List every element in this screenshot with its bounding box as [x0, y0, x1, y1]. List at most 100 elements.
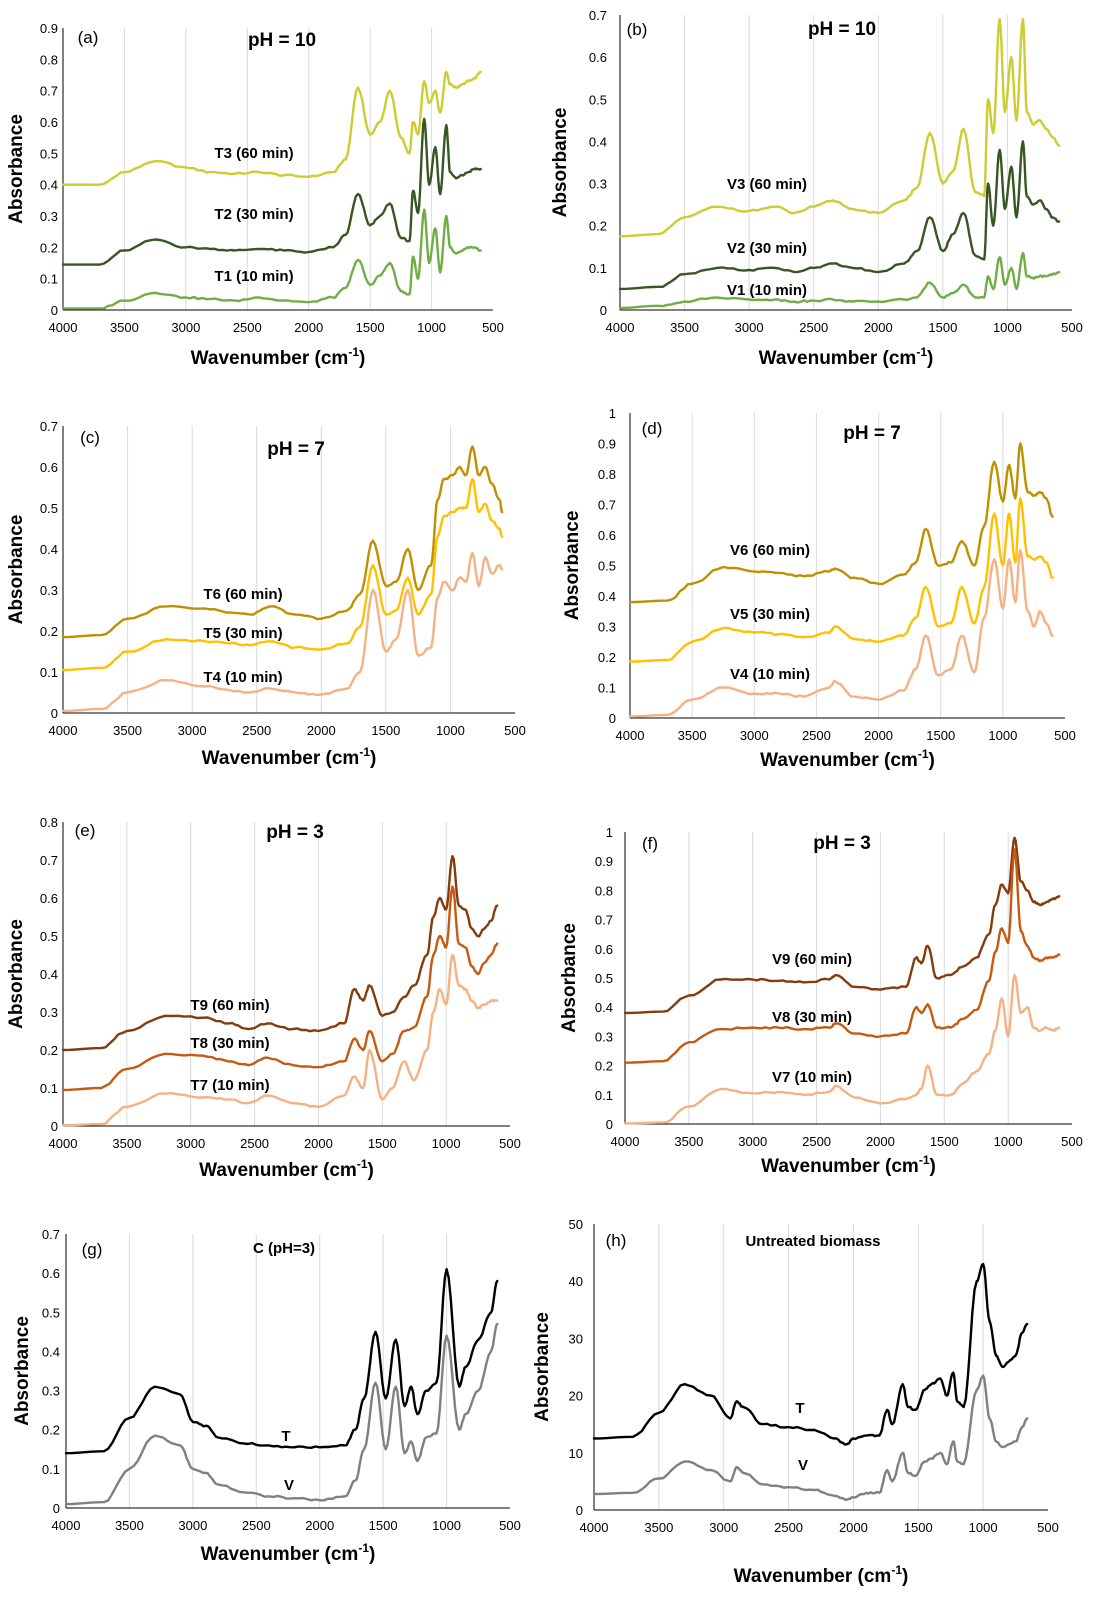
x-axis-label: Wavenumber (cm-1)	[199, 1157, 374, 1181]
y-tick-label: 0.7	[589, 8, 607, 23]
y-tick-label: 0.7	[40, 419, 58, 434]
y-tick-label: 0.7	[40, 84, 58, 99]
panel-title: pH = 10	[808, 19, 876, 40]
y-tick-label: 0.8	[40, 815, 58, 830]
x-axis-label: Wavenumber (cm-1)	[201, 1541, 376, 1565]
x-tick-label: 1500	[926, 728, 955, 743]
series-label: T7 (10 min)	[190, 1077, 269, 1094]
x-tick-label: 3000	[171, 320, 200, 335]
x-tick-label: 2000	[866, 1134, 895, 1149]
y-tick-label: 30	[569, 1331, 583, 1346]
x-tick-label: 3000	[178, 1518, 207, 1533]
panel-letter: (g)	[82, 1240, 103, 1259]
panel-title: Untreated biomass	[745, 1233, 880, 1250]
x-tick-label: 2000	[294, 320, 323, 335]
y-tick-label: 0	[51, 303, 58, 318]
x-tick-label: 1000	[432, 1136, 461, 1151]
y-tick-label: 0.1	[40, 1081, 58, 1096]
series-line-t9	[61, 855, 499, 1052]
y-tick-label: 0.3	[595, 1029, 613, 1044]
x-tick-label: 3000	[738, 1134, 767, 1149]
y-tick-label: 0.4	[40, 542, 58, 557]
y-tick-label: 0.2	[40, 240, 58, 255]
y-tick-label: 0.3	[40, 209, 58, 224]
panel-letter: (f)	[642, 834, 658, 853]
x-tick-label: 2500	[240, 1136, 269, 1151]
y-tick-label: 10	[569, 1446, 583, 1461]
y-tick-label: 0.1	[589, 261, 607, 276]
y-tick-label: 0.6	[598, 528, 616, 543]
y-tick-label: 0.5	[42, 1305, 60, 1320]
chart-panel-e: 4000 3500 3000 2500 2000 1500 1000 500 0 0.1 0.2 0.…	[6, 815, 521, 1181]
x-tick-label: 500	[1061, 320, 1083, 335]
y-tick-label: 0.2	[598, 650, 616, 665]
x-tick-label: 3000	[740, 728, 769, 743]
panel-title: pH = 7	[267, 439, 325, 460]
series-line-v	[64, 1322, 499, 1506]
panel-letter: (d)	[642, 419, 663, 438]
x-tick-label: 3500	[115, 1518, 144, 1533]
y-tick-label: 0.4	[40, 967, 58, 982]
x-axis-label: Wavenumber (cm-1)	[734, 1563, 909, 1587]
y-tick-label: 1	[606, 825, 613, 840]
series-label: T9 (60 min)	[190, 997, 269, 1014]
y-tick-label: 0	[600, 303, 607, 318]
y-tick-label: 0.5	[589, 92, 607, 107]
y-tick-label: 0.7	[595, 913, 613, 928]
y-axis-label: Absorbance	[550, 108, 571, 218]
y-tick-label: 0.6	[42, 1266, 60, 1281]
panel-letter: (a)	[78, 28, 99, 47]
series-line-v2	[618, 140, 1061, 291]
y-tick-label: 0.2	[40, 624, 58, 639]
x-tick-label: 500	[1061, 1134, 1083, 1149]
y-axis-label: Absorbance	[532, 1312, 553, 1422]
x-tick-label: 4000	[606, 320, 635, 335]
panel-letter: (h)	[606, 1231, 627, 1250]
series-label: T4 (10 min)	[203, 669, 282, 686]
x-tick-label: 2000	[864, 728, 893, 743]
x-tick-label: 2500	[799, 320, 828, 335]
x-tick-label: 2500	[233, 320, 262, 335]
x-tick-label: 4000	[52, 1518, 81, 1533]
y-axis-label: Absorbance	[12, 1316, 33, 1426]
panel-title: C (pH=3)	[253, 1240, 315, 1257]
y-tick-label: 0.1	[40, 272, 58, 287]
series-label: V	[284, 1477, 294, 1494]
x-tick-label: 1500	[930, 1134, 959, 1149]
panel-title: pH = 10	[248, 30, 316, 51]
y-tick-label: 0.1	[595, 1088, 613, 1103]
x-tick-label: 4000	[49, 723, 78, 738]
y-tick-label: 0.2	[589, 219, 607, 234]
y-tick-label: 0.1	[40, 665, 58, 680]
series-line-v7	[623, 973, 1061, 1125]
x-tick-label: 3500	[110, 320, 139, 335]
x-tick-label: 4000	[49, 320, 78, 335]
series-label: V2 (30 min)	[727, 240, 807, 257]
x-axis-label: Wavenumber (cm-1)	[761, 1153, 936, 1177]
y-tick-label: 0.6	[40, 460, 58, 475]
x-tick-label: 2500	[242, 723, 271, 738]
x-tick-label: 1500	[928, 320, 957, 335]
x-tick-label: 1500	[368, 1136, 397, 1151]
y-tick-label: 0	[606, 1117, 613, 1132]
x-tick-label: 2500	[242, 1518, 271, 1533]
series-line-t1	[61, 208, 482, 310]
y-tick-label: 0.8	[40, 52, 58, 67]
series-label: V6 (60 min)	[730, 542, 810, 559]
x-axis-label: Wavenumber (cm-1)	[191, 345, 366, 369]
chart-panel-d: 4000 3500 3000 2500 2000 1500 1000 500 0 0.1 0.2 0.…	[562, 406, 1076, 771]
series-label: T3 (60 min)	[214, 145, 293, 162]
y-tick-label: 0	[609, 711, 616, 726]
series-label: T5 (30 min)	[203, 625, 282, 642]
series-line-t4	[61, 551, 504, 713]
series-line-v	[592, 1374, 1029, 1501]
y-tick-label: 0.6	[589, 50, 607, 65]
y-tick-label: 0.8	[595, 883, 613, 898]
series-label: T8 (30 min)	[190, 1035, 269, 1052]
panel-title: pH = 3	[813, 833, 871, 854]
panel-letter: (b)	[627, 20, 648, 39]
y-tick-label: 0.9	[598, 437, 616, 452]
y-tick-label: 0.7	[598, 498, 616, 513]
y-tick-label: 0.6	[595, 942, 613, 957]
y-tick-label: 0.3	[40, 1005, 58, 1020]
